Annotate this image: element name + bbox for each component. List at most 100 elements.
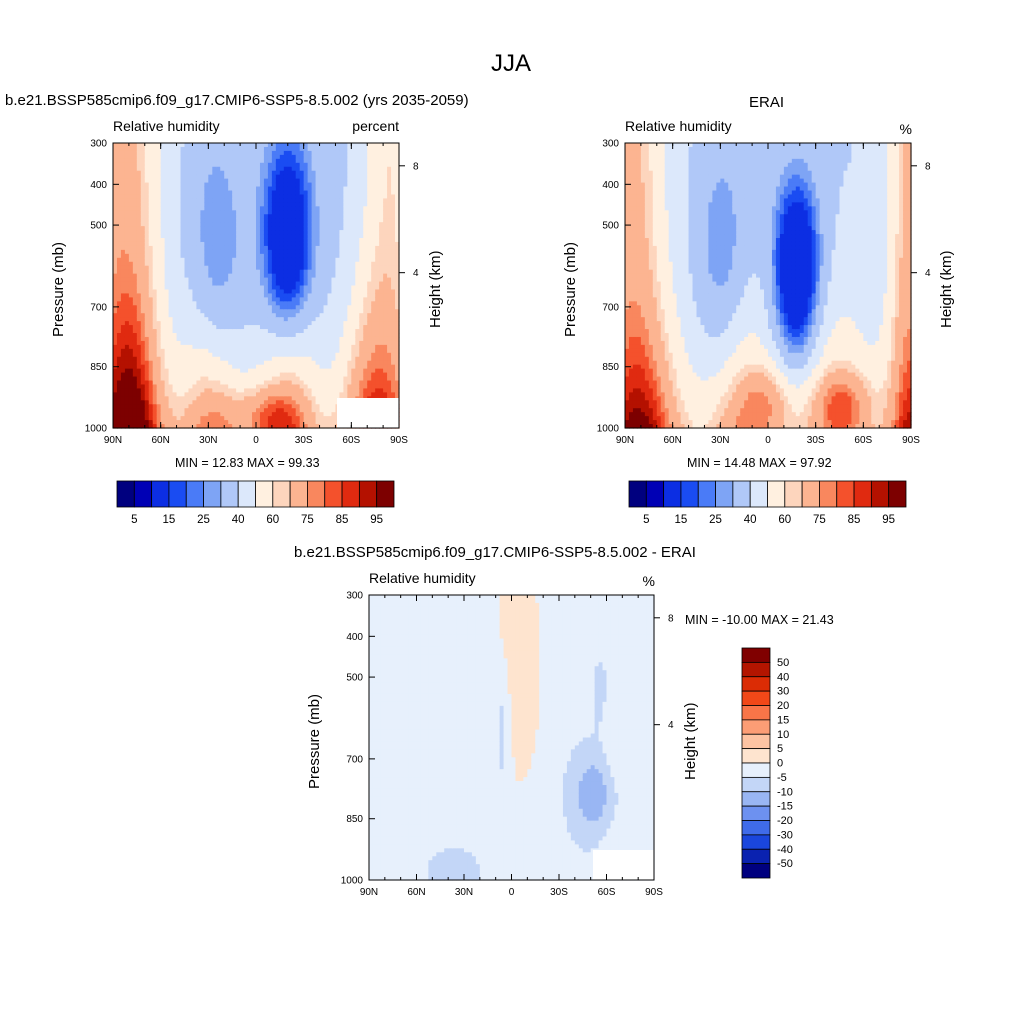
heatmap-cell xyxy=(335,273,341,279)
heatmap-cell xyxy=(303,194,309,200)
heatmap-cell xyxy=(172,285,178,291)
heatmap-cell xyxy=(224,234,229,239)
heatmap-cell xyxy=(232,261,237,267)
heatmap-cell xyxy=(259,202,265,207)
heatmap-cell xyxy=(120,190,126,196)
heatmap-cell xyxy=(311,344,317,350)
heatmap-cell xyxy=(275,174,281,180)
heatmap-cell xyxy=(124,360,130,366)
heatmap-cell xyxy=(347,186,352,192)
heatmap-cell xyxy=(351,384,356,390)
heatmap-cell xyxy=(323,150,329,156)
heatmap-cell xyxy=(335,269,341,275)
heatmap-cell xyxy=(144,388,150,393)
heatmap-cell xyxy=(136,372,142,378)
heatmap-cell xyxy=(212,340,217,346)
heatmap-cell xyxy=(208,230,213,235)
heatmap-cell xyxy=(132,245,138,251)
heatmap-cell xyxy=(140,380,146,386)
heatmap-cell xyxy=(212,352,217,358)
heatmap-cell xyxy=(267,325,273,330)
heatmap-cell xyxy=(188,154,194,160)
heatmap-cell xyxy=(379,313,384,318)
heatmap-cell xyxy=(371,293,376,298)
heatmap-cell xyxy=(228,158,233,164)
heatmap-cell xyxy=(363,253,368,259)
heatmap-cell xyxy=(208,289,213,295)
heatmap-cell xyxy=(220,384,225,390)
heatmap-cell xyxy=(263,408,269,413)
heatmap-cell xyxy=(311,150,317,156)
heatmap-cell xyxy=(267,154,273,160)
heatmap-cell xyxy=(259,194,265,200)
heatmap-cell xyxy=(232,313,237,318)
heatmap-cell xyxy=(172,206,178,211)
heatmap-cell xyxy=(256,400,261,405)
heatmap-cell xyxy=(259,154,265,160)
heatmap-cell xyxy=(375,329,380,334)
heatmap-cell xyxy=(275,325,281,330)
heatmap-cell xyxy=(335,150,341,156)
heatmap-cell xyxy=(132,333,138,338)
heatmap-cell xyxy=(351,305,356,310)
heatmap-cell xyxy=(168,352,174,358)
heatmap-cell xyxy=(124,265,130,271)
heatmap-cell xyxy=(128,162,134,168)
heatmap-cell xyxy=(156,360,162,366)
heatmap-cell xyxy=(228,218,233,223)
heatmap-cell xyxy=(283,166,289,172)
heatmap-cell xyxy=(132,336,138,342)
heatmap-cell xyxy=(232,182,237,188)
heatmap-cell xyxy=(172,309,178,314)
heatmap-cell xyxy=(287,305,293,310)
heatmap-cell xyxy=(156,352,162,358)
heatmap-cell xyxy=(303,230,309,235)
heatmap-cell xyxy=(371,368,376,374)
heatmap-cell xyxy=(339,297,344,302)
heatmap-cell xyxy=(192,313,198,318)
heatmap-cell xyxy=(176,424,182,429)
heatmap-cell xyxy=(148,396,154,401)
heatmap-cell xyxy=(327,325,333,330)
heatmap-cell xyxy=(375,301,380,306)
heatmap-cell xyxy=(263,420,269,425)
heatmap-cell xyxy=(116,340,122,346)
heatmap-cell xyxy=(144,424,150,429)
heatmap-cell xyxy=(383,301,388,306)
heatmap-cell xyxy=(299,273,305,279)
heatmap-cell xyxy=(283,380,289,386)
heatmap-cell xyxy=(164,305,170,310)
heatmap-cell xyxy=(208,416,213,421)
heatmap-cell xyxy=(263,241,269,247)
heatmap-cell xyxy=(232,309,237,314)
heatmap-cell xyxy=(299,372,305,378)
heatmap-cell xyxy=(144,202,150,207)
heatmap-cell xyxy=(256,269,261,275)
heatmap-cell xyxy=(204,158,209,164)
heatmap-cell xyxy=(144,281,150,287)
heatmap-cell xyxy=(319,309,325,314)
heatmap-cell xyxy=(252,257,257,263)
heatmap-cell xyxy=(367,269,372,275)
heatmap-cell xyxy=(275,170,281,176)
heatmap-cell xyxy=(259,273,265,279)
heatmap-cell xyxy=(311,198,317,203)
heatmap-cell xyxy=(367,265,372,271)
heatmap-cell xyxy=(383,154,388,160)
heatmap-cell xyxy=(113,162,118,168)
heatmap-cell xyxy=(232,329,237,334)
heatmap-cell xyxy=(363,265,368,271)
heatmap-cell xyxy=(323,301,329,306)
heatmap-cell xyxy=(160,162,166,168)
heatmap-cell xyxy=(295,198,301,203)
heatmap-cell xyxy=(291,154,297,160)
heatmap-cell xyxy=(113,344,118,350)
heatmap-cell xyxy=(359,226,364,231)
heatmap-cell xyxy=(220,174,225,180)
heatmap-cell xyxy=(263,269,269,275)
heatmap-cell xyxy=(259,226,265,231)
panel3-minmax-label: MIN = -10.00 MAX = 21.43 xyxy=(685,613,834,627)
heatmap-cell xyxy=(224,376,229,382)
heatmap-cell xyxy=(200,249,205,255)
heatmap-cell xyxy=(128,364,134,370)
